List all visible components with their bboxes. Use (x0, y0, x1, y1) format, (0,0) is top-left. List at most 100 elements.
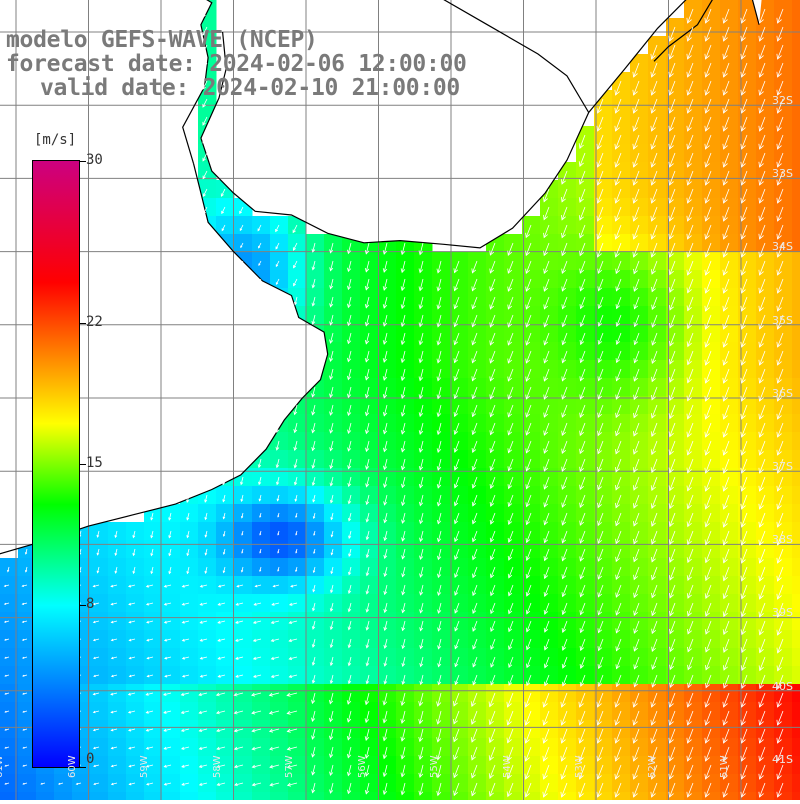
wind-arrow (508, 638, 514, 651)
wind-arrow (418, 386, 424, 400)
wind-arrow (3, 602, 10, 605)
wind-arrow (561, 206, 568, 221)
wind-speed-cell (252, 684, 271, 703)
wind-arrow (650, 494, 658, 509)
wind-arrow (776, 458, 784, 474)
wind-arrow (436, 476, 442, 489)
wind-arrow (526, 674, 532, 687)
wind-arrow (686, 692, 694, 708)
wind-arrow (651, 566, 658, 581)
wind-arrow (489, 404, 496, 418)
wind-arrow (722, 386, 730, 402)
wind-arrow (489, 260, 496, 274)
wind-arrow (507, 530, 514, 543)
wind-speed-cell (18, 702, 37, 721)
wind-arrow (110, 584, 118, 588)
wind-arrow (96, 566, 100, 574)
wind-arrow (382, 350, 388, 363)
wind-arrow (221, 206, 226, 215)
wind-arrow (185, 386, 190, 396)
wind-arrow (542, 710, 550, 726)
wind-arrow (722, 674, 730, 689)
coastline-segment (653, 0, 713, 62)
wind-arrow (216, 782, 226, 787)
wind-arrow (110, 602, 118, 606)
wind-arrow (382, 710, 388, 724)
wind-arrow (740, 332, 748, 348)
wind-speed-cell (162, 666, 181, 685)
wind-arrow (128, 782, 136, 786)
wind-speed-cell (126, 792, 145, 804)
wind-arrow (686, 98, 694, 114)
wind-arrow (758, 566, 766, 582)
latitude-label: 37S (772, 460, 793, 473)
wind-arrow (436, 260, 442, 274)
wind-arrow (740, 620, 748, 636)
wind-arrow (203, 224, 208, 232)
longitude-label: 56W (356, 755, 368, 778)
wind-arrow (251, 764, 262, 769)
wind-arrow (365, 530, 370, 541)
wind-arrow (740, 440, 748, 456)
wind-arrow (383, 512, 388, 524)
wind-arrow (471, 296, 478, 310)
latitude-label: 40S (772, 679, 793, 693)
wind-arrow (668, 530, 676, 545)
wind-arrow (275, 458, 280, 469)
wind-arrow (686, 440, 694, 456)
wind-speed-cell (90, 774, 109, 793)
wind-arrow (181, 638, 190, 642)
wind-speed-cell (306, 792, 325, 804)
wind-speed-cell (126, 702, 145, 721)
wind-speed-cell (180, 756, 199, 775)
wind-arrow (524, 728, 532, 744)
wind-speed-cell (288, 702, 307, 721)
wind-arrow (251, 710, 262, 715)
wind-arrow (275, 224, 280, 233)
wind-arrow (418, 494, 424, 507)
wind-arrow (202, 188, 208, 197)
wind-arrow (418, 458, 424, 471)
wind-arrow (21, 602, 28, 605)
wind-arrow (401, 638, 406, 650)
wind-arrow (400, 260, 406, 274)
latitude-label: 41S (772, 752, 793, 766)
wind-arrow (110, 638, 118, 642)
wind-speed-cell (144, 612, 163, 631)
wind-speed-cell (378, 792, 397, 804)
wind-arrow (668, 710, 676, 726)
wind-arrow (364, 350, 370, 363)
wind-arrow (650, 224, 658, 240)
wind-arrow (419, 674, 424, 686)
wind-arrow (364, 296, 370, 309)
wind-arrow (257, 404, 262, 415)
wind-arrow (633, 674, 640, 688)
wind-arrow (668, 422, 676, 438)
wind-arrow (524, 782, 532, 798)
wind-arrow (615, 638, 622, 652)
wind-speed-cell (162, 720, 181, 739)
wind-arrow (272, 584, 280, 588)
wind-arrow (217, 656, 226, 660)
wind-arrow (472, 620, 478, 632)
wind-arrow (365, 458, 370, 470)
wind-arrow (543, 224, 550, 239)
wind-arrow (597, 296, 604, 310)
wind-arrow (185, 368, 190, 378)
coastline-segment (200, 0, 760, 249)
wind-arrow (722, 458, 730, 474)
wind-speed-cell (288, 684, 307, 703)
wind-speed-cell (108, 648, 127, 667)
wind-arrow (3, 584, 10, 587)
wind-arrow (722, 296, 730, 312)
wind-speed-cell (270, 666, 289, 685)
wind-arrow (276, 494, 280, 502)
wind-arrow (758, 188, 766, 204)
wind-arrow (471, 386, 478, 400)
wind-speed-cell (792, 738, 800, 757)
wind-arrow (561, 530, 568, 544)
wind-arrow (614, 170, 622, 186)
wind-arrow (364, 746, 370, 759)
wind-speed-cell (90, 720, 109, 739)
wind-arrow (168, 566, 172, 575)
